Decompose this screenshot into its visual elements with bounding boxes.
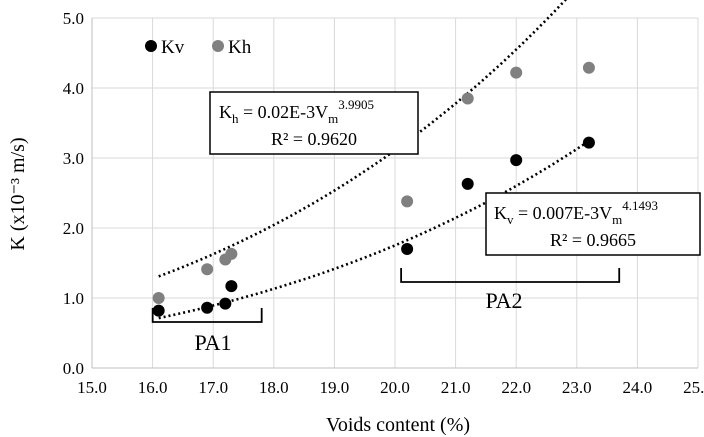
equation-r-squared: R² = 0.9665 — [550, 230, 636, 250]
tick-labels: 15.0 16.0 17.0 18.0 19.0 20.0 21.0 22.0 23.0 24.0… — [63, 9, 704, 397]
axes — [91, 18, 698, 369]
x-axis-title: Voids content (%) — [326, 414, 470, 436]
group-label-pa1: PA1 — [194, 330, 231, 355]
x-tick-label: 16.0 — [138, 378, 168, 397]
y-axis-title: K (x10⁻³ m/s) — [7, 137, 29, 250]
x-tick-label: 22.0 — [501, 378, 531, 397]
equation-formula: Kh = 0.02E-3Vm3.9905 — [219, 97, 374, 126]
y-tick-label: 2.0 — [63, 219, 84, 238]
legend: Kv Kh — [145, 37, 252, 58]
kv-equation-box: Kv = 0.007E-3Vm4.1493 R² = 0.9665 — [485, 192, 701, 256]
data-point-kh — [582, 61, 595, 74]
y-tick-label: 4.0 — [63, 79, 84, 98]
data-points — [152, 61, 595, 317]
equation-r-squared: R² = 0.9620 — [271, 129, 357, 149]
x-tick-label: 23.0 — [562, 378, 592, 397]
data-point-kv — [461, 177, 474, 190]
data-point-kv — [582, 136, 595, 149]
data-point-kh — [461, 92, 474, 105]
data-point-kv — [219, 297, 232, 310]
data-point-kv — [510, 154, 523, 167]
legend-marker-kh — [212, 40, 224, 52]
x-tick-label: 20.0 — [380, 378, 410, 397]
group-bracket-pa2 — [400, 268, 621, 283]
data-point-kh — [225, 247, 238, 260]
legend-label-kv: Kv — [161, 37, 185, 58]
data-point-kh — [201, 263, 214, 276]
group-brackets: PA1 PA2 — [151, 268, 621, 355]
x-tick-label: 15.0 — [77, 378, 107, 397]
equation-formula: Kv = 0.007E-3Vm4.1493 — [494, 198, 658, 227]
data-point-kv — [201, 301, 214, 314]
data-point-kh — [510, 66, 523, 79]
data-point-kv — [152, 304, 165, 317]
data-point-kh — [152, 292, 165, 304]
kh-equation-box: Kh = 0.02E-3Vm3.9905 R² = 0.9620 — [209, 91, 419, 155]
y-tick-label: 3.0 — [63, 149, 84, 168]
data-point-kh — [401, 195, 414, 208]
legend-label-kh: Kh — [228, 37, 252, 58]
y-tick-label: 1.0 — [63, 289, 84, 308]
group-label-pa2: PA2 — [485, 288, 522, 313]
data-point-kv — [401, 243, 414, 255]
x-tick-label: 24.0 — [623, 378, 653, 397]
y-tick-label: 5.0 — [63, 9, 84, 28]
y-tick-label: 0.0 — [63, 359, 84, 378]
x-tick-label: 21.0 — [441, 378, 471, 397]
data-point-kv — [225, 280, 238, 293]
x-tick-label: 19.0 — [320, 378, 350, 397]
equation-box-frame — [209, 91, 419, 155]
x-tick-label: 25.0 — [683, 378, 704, 397]
legend-marker-kv — [145, 40, 157, 52]
group-bracket-pa1 — [151, 308, 263, 323]
equation-box-frame — [485, 192, 701, 256]
x-tick-label: 17.0 — [198, 378, 228, 397]
x-tick-label: 18.0 — [259, 378, 289, 397]
